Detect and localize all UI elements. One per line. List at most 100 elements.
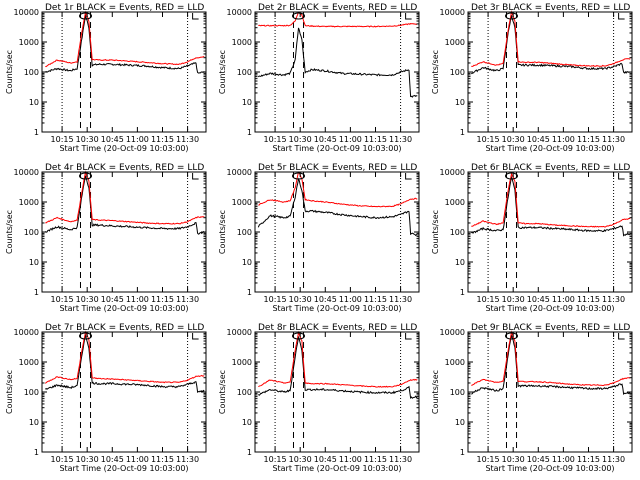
x-tick-label: 11:15 — [151, 135, 174, 144]
y-tick-label: 1000 — [19, 198, 39, 207]
x-tick-label: 11:30 — [602, 295, 625, 304]
x-axis-label: Start Time (20-Oct-09 10:03:00) — [485, 144, 614, 153]
chart-title: Det 4r BLACK = Events, RED = LLD — [45, 163, 204, 173]
x-tick-label: 11:00 — [552, 295, 575, 304]
y-axis-label: Counts/sec — [218, 370, 227, 414]
y-tick-label: 1000 — [445, 38, 465, 47]
y-tick-label: 1 — [460, 288, 465, 297]
y-tick-label: 1000 — [232, 38, 252, 47]
lld-series-line — [471, 172, 631, 228]
x-tick-label: 10:15 — [264, 135, 287, 144]
chart-title: Det 3r BLACK = Events, RED = LLD — [471, 3, 630, 13]
y-tick-label: 10 — [29, 418, 39, 427]
plot-frame — [41, 171, 207, 293]
x-tick-label: 11:30 — [389, 135, 412, 144]
chart-title: Det 6r BLACK = Events, RED = LLD — [471, 163, 630, 173]
x-tick-label: 10:45 — [527, 295, 550, 304]
y-tick-label: 1000 — [19, 358, 39, 367]
y-tick-label: 10000 — [227, 328, 252, 337]
events-series-line — [44, 175, 205, 235]
x-axis-label: Start Time (20-Oct-09 10:03:00) — [272, 144, 401, 153]
x-tick-label: 11:30 — [176, 295, 199, 304]
lld-series-line — [45, 10, 205, 68]
chart-panel-1: Det 1r BLACK = Events, RED = LLD 1 10 100 10… — [5, 3, 207, 153]
y-tick-label: 100 — [24, 228, 39, 237]
x-tick-label: 10:15 — [477, 295, 500, 304]
x-tick-label: 11:30 — [176, 455, 199, 464]
x-tick-label: 11:00 — [552, 135, 575, 144]
lld-series-line — [258, 171, 418, 208]
y-tick-label: 100 — [237, 68, 252, 77]
peak-mark — [505, 332, 519, 340]
x-axis-label: Start Time (20-Oct-09 10:03:00) — [272, 464, 401, 473]
y-tick-label: 1000 — [232, 358, 252, 367]
y-tick-label: 10000 — [227, 168, 252, 177]
events-series-line — [257, 336, 418, 399]
y-tick-label: 10 — [242, 418, 252, 427]
x-axis-label: Start Time (20-Oct-09 10:03:00) — [59, 464, 188, 473]
lld-series-line — [258, 330, 418, 388]
chart-panel-5: Det 5r BLACK = Events, RED = LLD 1 10 100 10… — [218, 163, 420, 313]
x-tick-label: 11:15 — [577, 455, 600, 464]
x-tick-label: 10:15 — [51, 135, 74, 144]
plot-frame — [467, 171, 633, 293]
chart-title: Det 9r BLACK = Events, RED = LLD — [471, 323, 630, 333]
y-tick-label: 1 — [34, 128, 39, 137]
x-tick-label: 11:00 — [126, 455, 149, 464]
plot-frame — [41, 331, 207, 453]
chart-panel-3: Det 3r BLACK = Events, RED = LLD 1 10 100 10… — [431, 3, 633, 153]
peak-mark — [79, 12, 93, 20]
lld-series-line — [471, 330, 631, 386]
peak-mark — [292, 332, 306, 340]
x-tick-label: 11:15 — [577, 135, 600, 144]
y-tick-label: 1 — [460, 128, 465, 137]
y-axis-label: Counts/sec — [5, 50, 14, 94]
x-tick-label: 10:30 — [502, 295, 525, 304]
chart-panel-4: Det 4r BLACK = Events, RED = LLD 1 10 100 10… — [5, 163, 207, 313]
events-series-line — [257, 177, 418, 237]
x-tick-label: 11:30 — [389, 455, 412, 464]
x-tick-label: 10:30 — [289, 135, 312, 144]
y-tick-label: 10000 — [14, 328, 39, 337]
y-tick-label: 100 — [450, 228, 465, 237]
y-tick-label: 1000 — [445, 198, 465, 207]
x-tick-label: 10:45 — [101, 455, 124, 464]
x-axis-label: Start Time (20-Oct-09 10:03:00) — [59, 144, 188, 153]
y-tick-label: 10000 — [14, 168, 39, 177]
y-tick-label: 100 — [450, 68, 465, 77]
x-tick-label: 11:15 — [364, 455, 387, 464]
x-tick-label: 11:15 — [151, 455, 174, 464]
lld-series-line — [258, 11, 418, 28]
x-tick-label: 11:00 — [126, 135, 149, 144]
attenuator-state-mark — [192, 333, 199, 340]
plot-frame — [467, 331, 633, 453]
lld-series-line — [471, 10, 631, 67]
y-tick-label: 1 — [34, 288, 39, 297]
x-tick-label: 10:45 — [527, 135, 550, 144]
x-tick-label: 11:15 — [364, 135, 387, 144]
lld-series-line — [44, 330, 205, 384]
x-tick-label: 10:45 — [101, 295, 124, 304]
y-tick-label: 100 — [237, 388, 252, 397]
y-tick-label: 100 — [237, 228, 252, 237]
y-axis-label: Counts/sec — [5, 210, 14, 254]
x-tick-label: 10:30 — [289, 455, 312, 464]
x-tick-label: 10:45 — [101, 135, 124, 144]
x-axis-label: Start Time (20-Oct-09 10:03:00) — [272, 304, 401, 313]
lld-series-line — [45, 170, 205, 225]
x-tick-label: 11:30 — [602, 135, 625, 144]
y-tick-label: 100 — [24, 68, 39, 77]
y-tick-label: 1 — [247, 128, 252, 137]
y-tick-label: 1 — [460, 448, 465, 457]
chart-title: Det 8r BLACK = Events, RED = LLD — [258, 323, 417, 333]
x-tick-label: 11:00 — [339, 135, 362, 144]
peak-mark — [505, 12, 519, 20]
chart-title: Det 5r BLACK = Events, RED = LLD — [258, 163, 417, 173]
y-tick-label: 100 — [450, 388, 465, 397]
chart-panel-7: Det 7r BLACK = Events, RED = LLD 1 10 100 10… — [5, 323, 207, 473]
peak-mark — [79, 332, 93, 340]
events-series-line — [44, 334, 205, 393]
events-series-line — [257, 27, 418, 98]
x-tick-label: 10:15 — [51, 455, 74, 464]
